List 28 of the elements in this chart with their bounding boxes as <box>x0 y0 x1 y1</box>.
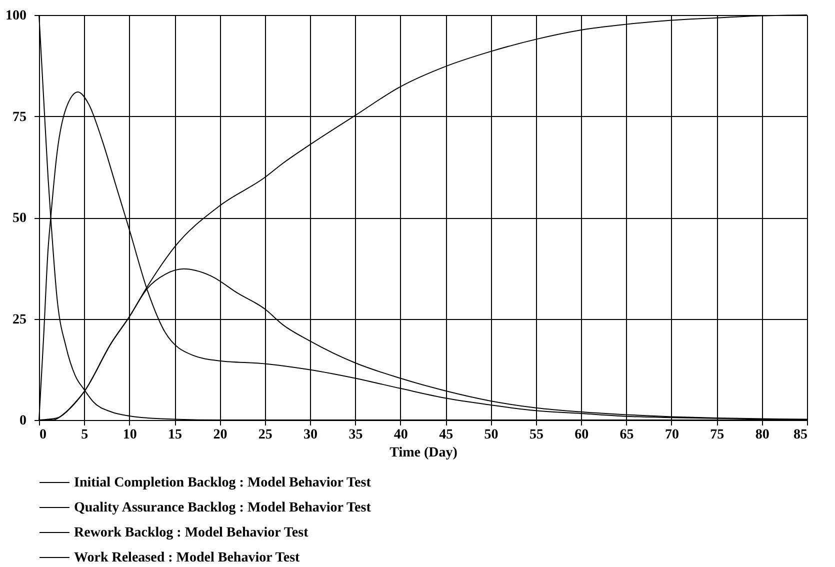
x-tick-label: 35 <box>348 428 363 442</box>
legend-label: Initial Completion Backlog : Model Behavior Test <box>74 476 372 490</box>
y-tick-label: 100 <box>6 8 26 24</box>
x-axis-title: Time (Day) <box>390 446 458 460</box>
y-tick-label: 75 <box>12 110 26 125</box>
x-tick-label: 60 <box>574 428 589 442</box>
x-tick-label: 65 <box>620 428 634 442</box>
x-tick-label: 0 <box>40 428 46 442</box>
x-tick-label: 75 <box>710 428 724 442</box>
y-tick-label: 50 <box>12 211 26 226</box>
x-tick-label: 85 <box>794 428 808 442</box>
x-tick-label: 5 <box>81 428 88 442</box>
y-tick-label: 0 <box>20 414 26 428</box>
x-tick-label: 30 <box>304 428 318 442</box>
x-tick-label: 20 <box>213 428 228 442</box>
y-tick-label: 25 <box>12 312 26 328</box>
x-tick-label: 55 <box>529 428 544 442</box>
x-tick-label: 10 <box>122 428 137 442</box>
x-tick-label: 15 <box>168 428 182 442</box>
x-tick-label: 25 <box>258 428 272 442</box>
x-tick-label: 40 <box>394 428 408 442</box>
x-tick-label: 70 <box>664 428 679 442</box>
legend-label: Rework Backlog : Model Behavior Test <box>74 526 309 540</box>
legend-label: Work Released : Model Behavior Test <box>74 550 300 566</box>
x-tick-label: 45 <box>439 428 454 442</box>
x-tick-label: 80 <box>755 428 770 442</box>
legend-label: Quality Assurance Backlog : Model Behavior Test <box>74 500 372 516</box>
x-tick-label: 50 <box>484 428 498 442</box>
